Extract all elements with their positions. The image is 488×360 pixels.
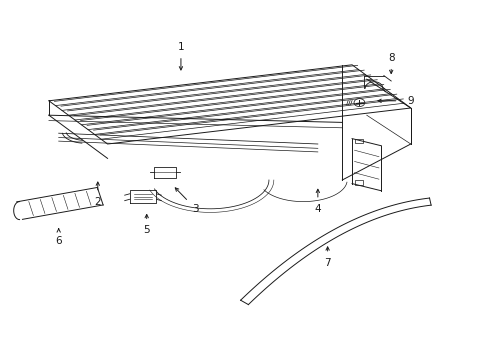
Text: 2: 2 — [94, 197, 101, 207]
Text: 5: 5 — [143, 225, 150, 235]
Text: 4: 4 — [314, 204, 321, 214]
Bar — [354, 139, 363, 143]
Text: 1: 1 — [177, 42, 184, 52]
Text: 8: 8 — [387, 53, 394, 63]
Text: 3: 3 — [192, 204, 199, 214]
Bar — [354, 180, 363, 185]
Text: 6: 6 — [55, 236, 62, 246]
Text: 9: 9 — [407, 96, 413, 106]
Text: 7: 7 — [324, 258, 330, 268]
